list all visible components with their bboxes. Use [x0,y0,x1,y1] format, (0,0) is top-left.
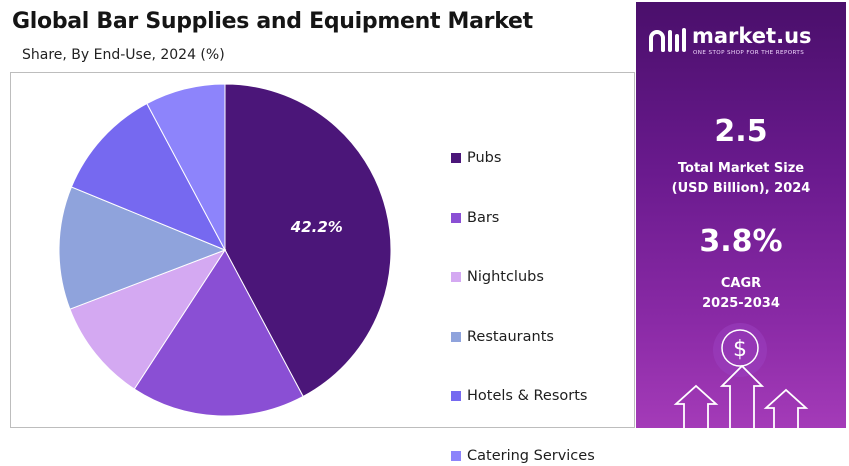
legend-item-restaurants: Restaurants [451,327,554,347]
pie-slice-pubs [224,83,392,398]
legend-label: Bars [467,209,500,226]
legend-item-bars: Bars [451,208,499,228]
infographic: Global Bar Supplies and Equipment Market… [10,2,846,464]
market-size-value: 2.5 [714,114,768,149]
legend-swatch [451,391,461,401]
legend-swatch [451,450,461,461]
legend-swatch [451,272,461,282]
cagr-value: 3.8% [699,224,783,259]
legend-label: Restaurants [467,328,554,345]
legend-item-pubs: Pubs [451,148,501,168]
brand-name: market.us [692,24,812,48]
page-title: Global Bar Supplies and Equipment Market [12,9,533,34]
chart-panel: 42.2% Pubs Bars Nightclubs Restaurants Hotel… [10,72,635,464]
pie-slice-bars [133,249,304,417]
legend-swatch [451,153,461,163]
legend-label: Pubs [467,150,502,166]
data-label-pubs: 42.2% [290,218,343,236]
legend-item-catering-services: Catering Services [451,446,595,466]
brand-tagline: ONE STOP SHOP FOR THE REPORTS [693,50,805,56]
cagr-label-line1: CAGR [720,276,762,291]
pie-chart: 42.2% [58,83,392,417]
market-size-label-line2: (USD Billion), 2024 [671,181,811,196]
summary-sidebar: market.us ONE STOP SHOP FOR THE REPORTS … [636,2,846,428]
pie-slice-restaurants [58,186,227,310]
growth-arrows-icon: $ [673,323,809,428]
dollar-coin-icon: $ [721,329,759,367]
market-size-label-line1: Total Market Size [677,161,805,176]
legend-swatch [451,331,461,342]
market-us-logo-icon [649,28,686,52]
legend-label: Catering Services [467,447,595,464]
pie-slice-hotels-resorts [70,102,227,251]
pie-slice-nightclubs [69,248,227,390]
legend-item-nightclubs: Nightclubs [451,267,544,287]
legend-label: Nightclubs [467,269,544,285]
legend-item-hotels-resorts: Hotels & Resorts [451,386,587,406]
legend-swatch [451,212,461,223]
dollar-symbol: $ [733,337,747,362]
brand-logo: market.us ONE STOP SHOP FOR THE REPORTS [648,24,838,64]
cagr-label-line2: 2025-2034 [702,296,780,311]
legend-label: Hotels & Resorts [467,388,588,404]
chart-subtitle: Share, By End-Use, 2024 (%) [22,47,225,63]
pie-slice-catering-services [146,83,226,251]
